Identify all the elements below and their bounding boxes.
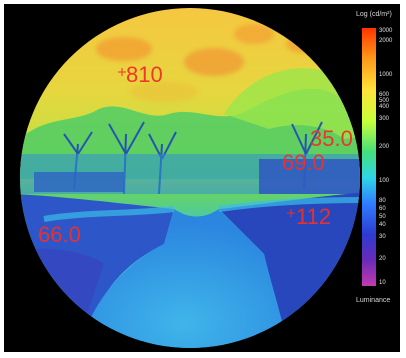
luminance-map-figure: 810 35.0 69.0 112 66.0 Log (cd/m²) 3000 2… xyxy=(4,4,400,352)
scale-tick-label: 10 xyxy=(379,280,386,286)
annotation-label: 66.0 xyxy=(38,222,81,247)
luminance-annotation-35: 35.0 xyxy=(310,126,353,151)
luminance-annotation-810: 810 xyxy=(118,62,163,87)
scale-tick-label: 600 xyxy=(379,92,390,98)
scale-tick-label: 500 xyxy=(379,98,390,104)
scale-tick-label: 300 xyxy=(379,116,390,122)
scale-tick-label: 80 xyxy=(379,198,386,204)
scale-tick-label: 3000 xyxy=(379,28,393,34)
luminance-annotation-112: 112 xyxy=(287,204,331,229)
luminance-annotation-66: 66.0 xyxy=(38,222,81,247)
scale-tick-label: 200 xyxy=(379,144,390,150)
scale-tick-label: 100 xyxy=(379,178,390,184)
fisheye-image xyxy=(20,8,360,348)
scale-tick-label: 1000 xyxy=(379,72,393,78)
scale-title: Log (cd/m²) xyxy=(356,11,392,18)
scale-tick-label: 30 xyxy=(379,234,386,240)
annotation-label: 112 xyxy=(296,204,331,229)
annotation-label: 69.0 xyxy=(282,150,325,175)
scale-footer: Luminance xyxy=(356,297,390,304)
luminance-annotation-69: 69.0 xyxy=(282,150,325,175)
scale-tick-label: 60 xyxy=(379,206,386,212)
luminance-map-svg: 810 35.0 69.0 112 66.0 Log (cd/m²) 3000 2… xyxy=(20,8,393,348)
annotation-label: 35.0 xyxy=(310,126,353,151)
scale-tick-label: 40 xyxy=(379,222,386,228)
scale-tick-label: 50 xyxy=(379,214,386,220)
scale-gradient-bar xyxy=(362,28,376,286)
scale-tick-label: 20 xyxy=(379,256,386,262)
annotation-label: 810 xyxy=(126,62,163,87)
scale-tick-label: 400 xyxy=(379,104,390,110)
scale-tick-label: 2000 xyxy=(379,38,393,44)
